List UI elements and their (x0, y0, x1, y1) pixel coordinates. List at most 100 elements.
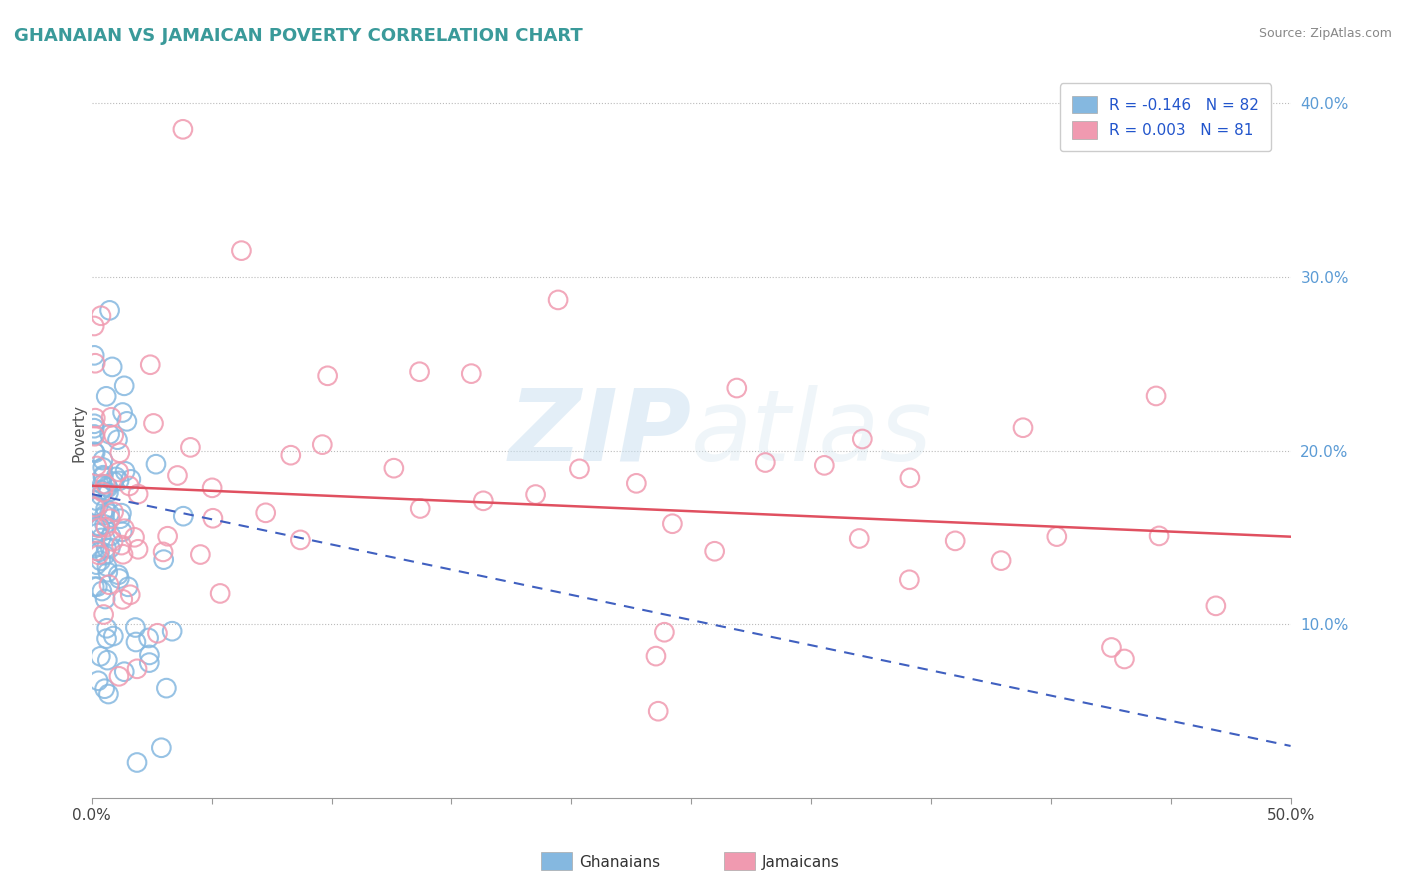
Point (94, 520, 117, 534)
Point (91, 470, 114, 484)
Point (813, 458, 835, 473)
Point (90, 531, 112, 545)
Point (120, 588, 142, 602)
Point (114, 464, 136, 478)
Point (83, 580, 105, 594)
Text: Ghanaians: Ghanaians (579, 855, 661, 870)
Point (97, 481, 120, 495)
Point (209, 586, 232, 600)
Point (152, 545, 174, 559)
Point (851, 432, 873, 446)
Point (280, 448, 302, 462)
Point (190, 548, 212, 562)
Point (179, 441, 201, 455)
Point (96, 479, 118, 493)
Point (1205, 599, 1227, 613)
Point (98, 577, 121, 591)
Point (1144, 389, 1167, 403)
Point (645, 649, 668, 664)
Point (89, 545, 111, 559)
Point (142, 417, 165, 431)
Point (83, 427, 105, 442)
Point (125, 756, 148, 770)
Point (138, 631, 160, 645)
Point (94, 592, 117, 607)
Point (124, 620, 146, 634)
Point (98, 427, 121, 442)
Point (90, 584, 112, 599)
Point (84, 411, 107, 425)
Point (124, 530, 146, 544)
Point (84, 519, 107, 533)
Point (409, 501, 432, 516)
Point (97, 565, 120, 579)
Point (98, 541, 121, 555)
Point (1046, 530, 1069, 544)
Point (87, 548, 110, 562)
Point (115, 414, 138, 428)
Point (138, 648, 160, 662)
Point (91, 460, 114, 475)
Point (91, 485, 114, 500)
Point (138, 656, 160, 670)
Point (101, 359, 124, 374)
Point (84, 356, 107, 370)
Point (96, 653, 118, 667)
Point (83, 429, 105, 443)
Point (112, 379, 135, 393)
Point (86, 544, 108, 558)
Point (93, 508, 115, 522)
Text: GHANAIAN VS JAMAICAN POVERTY CORRELATION CHART: GHANAIAN VS JAMAICAN POVERTY CORRELATION… (14, 27, 583, 45)
Point (94, 548, 117, 562)
Point (114, 522, 136, 536)
Point (112, 547, 135, 561)
Point (172, 122, 194, 136)
Y-axis label: Poverty: Poverty (72, 404, 86, 462)
Point (94, 501, 117, 516)
Point (86, 526, 108, 541)
Point (93, 517, 115, 532)
Point (100, 410, 122, 425)
Point (1114, 652, 1136, 666)
Point (1101, 640, 1123, 655)
Point (201, 481, 224, 495)
Point (127, 542, 149, 557)
Point (654, 625, 676, 640)
Point (150, 740, 173, 755)
Point (408, 365, 430, 379)
Point (201, 511, 224, 525)
Point (112, 665, 135, 679)
Point (125, 662, 148, 676)
Point (107, 567, 129, 582)
Point (91, 453, 114, 467)
Point (91, 477, 114, 491)
Point (93, 681, 115, 696)
Point (83, 417, 105, 431)
Point (472, 493, 495, 508)
Point (152, 552, 174, 566)
Point (86, 580, 108, 594)
Point (990, 553, 1012, 567)
Point (87, 673, 110, 688)
Point (96, 541, 118, 555)
Point (725, 381, 748, 395)
Point (703, 544, 725, 558)
Point (120, 472, 142, 486)
Point (97, 687, 120, 701)
Point (108, 446, 131, 460)
Point (84, 493, 107, 508)
Point (316, 368, 339, 383)
Point (139, 358, 162, 372)
Point (104, 470, 127, 484)
Point (647, 704, 669, 718)
Point (94, 477, 117, 491)
Point (97, 485, 120, 500)
Point (626, 476, 648, 491)
Point (107, 433, 129, 447)
Point (101, 534, 124, 549)
Point (83, 500, 105, 514)
Point (160, 624, 183, 639)
Point (943, 533, 966, 548)
Point (382, 461, 405, 475)
Point (98, 507, 121, 521)
